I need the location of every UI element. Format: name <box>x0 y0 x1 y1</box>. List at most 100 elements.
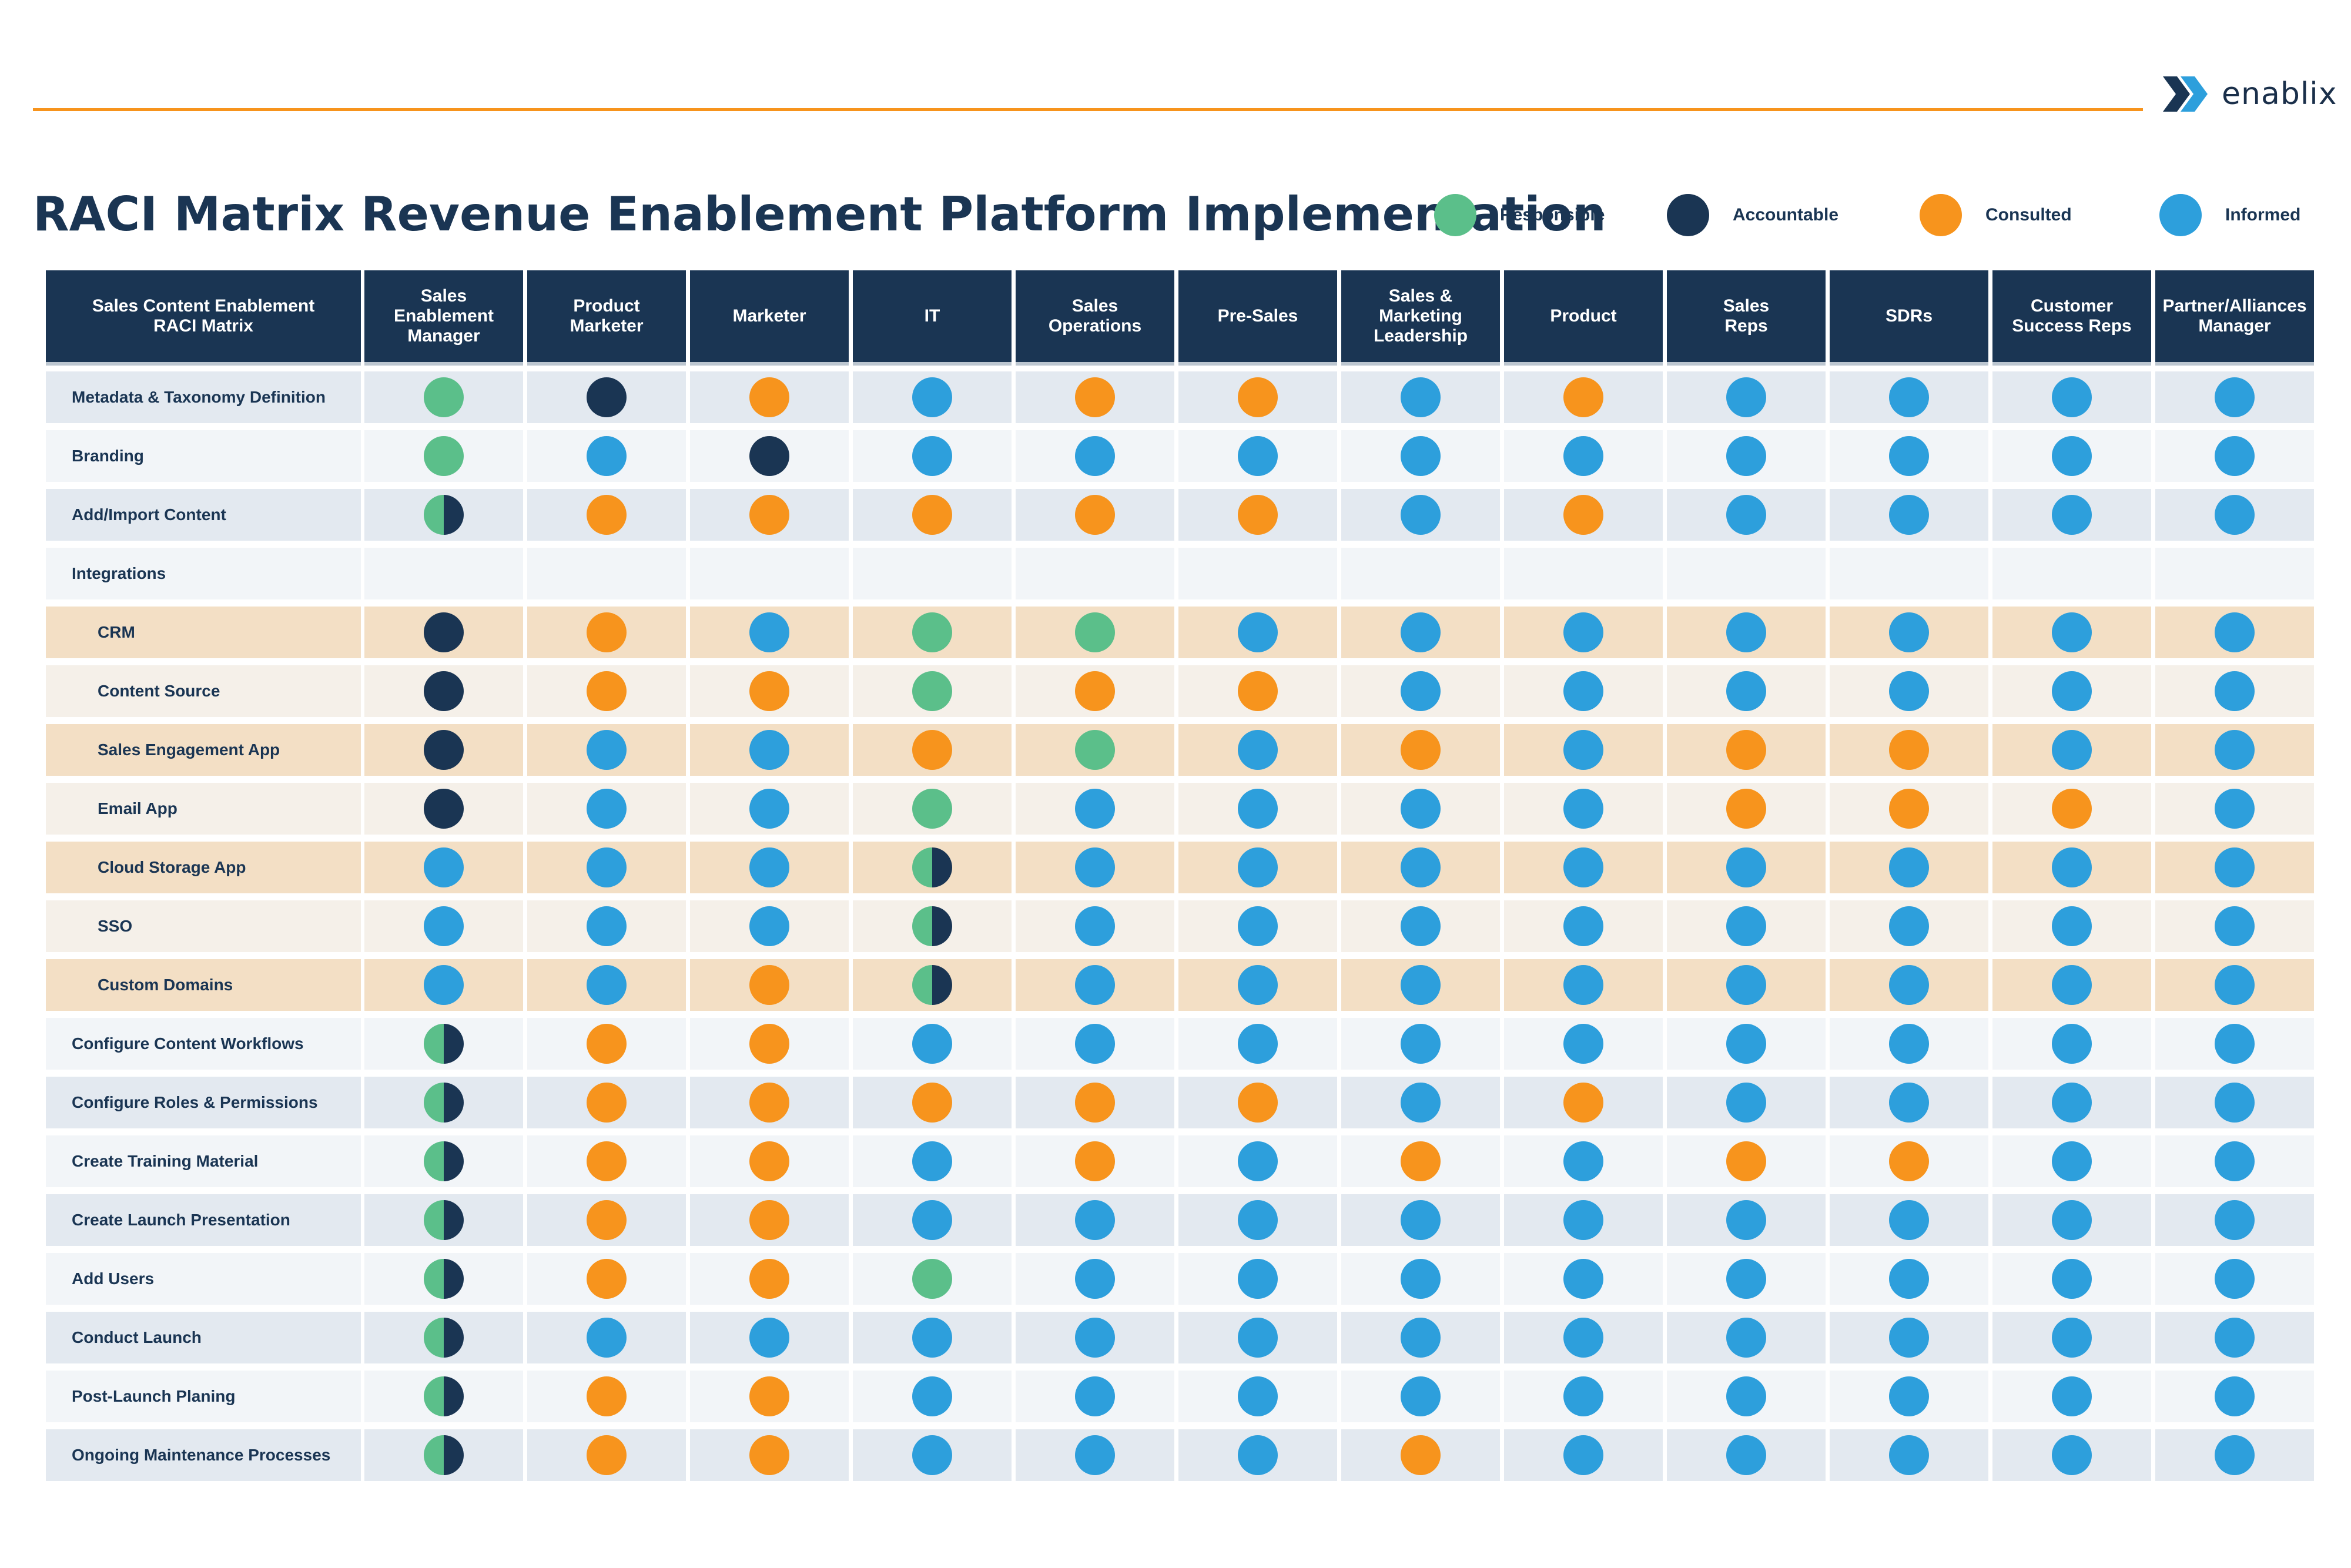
matrix-cell <box>364 607 523 658</box>
responsible-accountable-dot-icon <box>912 847 952 887</box>
matrix-cell <box>1830 842 1988 893</box>
consulted-dot-icon <box>1563 495 1603 535</box>
consulted-dot-icon <box>1563 377 1603 417</box>
legend-label: Informed <box>2225 205 2301 225</box>
column-header: Marketer <box>690 270 849 366</box>
matrix-cell <box>1016 1077 1174 1128</box>
matrix-cell <box>690 489 849 541</box>
matrix-cell <box>1504 1194 1663 1246</box>
matrix-cell <box>1178 548 1337 599</box>
column-header: Product <box>1504 270 1663 366</box>
matrix-cell <box>527 1018 686 1070</box>
informed-dot-icon <box>587 847 627 887</box>
matrix-cell <box>1504 724 1663 776</box>
matrix-cell <box>2155 1312 2314 1363</box>
informed-dot-icon <box>587 789 627 829</box>
matrix-cell <box>1504 548 1663 599</box>
informed-dot-icon <box>2052 495 2092 535</box>
informed-dot-icon <box>1563 1376 1603 1416</box>
legend-item-consulted: Consulted <box>1920 193 2072 237</box>
informed-dot-icon <box>2215 377 2255 417</box>
column-header: Product Marketer <box>527 270 686 366</box>
informed-dot-icon <box>424 847 464 887</box>
matrix-cell <box>853 1135 1012 1187</box>
task-label: Create Training Material <box>46 1135 361 1187</box>
matrix-cell <box>853 900 1012 952</box>
matrix-cell <box>853 1194 1012 1246</box>
matrix-cell <box>2155 1429 2314 1481</box>
informed-dot-icon <box>1075 906 1115 946</box>
matrix-cell <box>364 1253 523 1305</box>
matrix-cell <box>1667 430 1826 482</box>
matrix-cell <box>1504 1253 1663 1305</box>
matrix-cell <box>2155 783 2314 835</box>
informed-dot-icon <box>1075 1200 1115 1240</box>
task-label: Sales Engagement App <box>46 724 361 776</box>
informed-dot-icon <box>2215 906 2255 946</box>
table-row: Configure Content Workflows <box>46 1018 2314 1070</box>
informed-dot-icon <box>2052 436 2092 476</box>
matrix-cell <box>364 1312 523 1363</box>
legend-item-accountable: Accountable <box>1667 193 1838 237</box>
matrix-cell <box>1341 548 1500 599</box>
informed-dot-icon <box>1238 906 1278 946</box>
informed-dot-icon <box>1238 1259 1278 1299</box>
matrix-cell <box>2155 842 2314 893</box>
matrix-cell <box>2155 665 2314 717</box>
informed-dot-icon <box>2052 1376 2092 1416</box>
informed-dot-icon <box>1075 1376 1115 1416</box>
informed-dot-icon <box>1889 436 1929 476</box>
task-label: Cloud Storage App <box>46 842 361 893</box>
consulted-dot-icon <box>1563 1083 1603 1123</box>
matrix-cell <box>1504 1429 1663 1481</box>
informed-dot-icon <box>1563 789 1603 829</box>
informed-dot-icon <box>1563 847 1603 887</box>
task-label: Ongoing Maintenance Processes <box>46 1429 361 1481</box>
consulted-dot-icon <box>749 1024 789 1064</box>
informed-dot-icon <box>2215 1376 2255 1416</box>
informed-dot-icon <box>912 1024 952 1064</box>
matrix-cell <box>1504 842 1663 893</box>
column-header: Sales Enablement Manager <box>364 270 523 366</box>
matrix-cell <box>1341 900 1500 952</box>
informed-dot-icon <box>912 1318 952 1358</box>
consulted-dot-icon <box>1075 671 1115 711</box>
column-header: Customer Success Reps <box>1992 270 2151 366</box>
matrix-cell <box>1016 430 1174 482</box>
matrix-cell <box>364 371 523 423</box>
informed-dot-icon <box>1889 671 1929 711</box>
responsible-dot-icon <box>1075 730 1115 770</box>
informed-dot-icon <box>912 1200 952 1240</box>
informed-dot-icon <box>1889 1024 1929 1064</box>
task-label: Branding <box>46 430 361 482</box>
matrix-cell <box>1341 959 1500 1011</box>
informed-dot-icon <box>749 730 789 770</box>
matrix-cell <box>364 959 523 1011</box>
matrix-cell <box>364 430 523 482</box>
matrix-cell <box>1016 842 1174 893</box>
matrix-cell <box>364 1194 523 1246</box>
task-label: Configure Content Workflows <box>46 1018 361 1070</box>
informed-dot-icon <box>1075 1259 1115 1299</box>
matrix-cell <box>1667 1253 1826 1305</box>
table-row: Configure Roles & Permissions <box>46 1077 2314 1128</box>
table-row: Metadata & Taxonomy Definition <box>46 371 2314 423</box>
table-row: Email App <box>46 783 2314 835</box>
matrix-cell <box>853 783 1012 835</box>
matrix-cell <box>1992 1135 2151 1187</box>
matrix-cell <box>2155 900 2314 952</box>
informed-dot-icon <box>2215 1200 2255 1240</box>
matrix-cell <box>853 1312 1012 1363</box>
responsible-dot-icon <box>912 789 952 829</box>
matrix-cell <box>364 1371 523 1422</box>
informed-dot-icon <box>1238 965 1278 1005</box>
matrix-cell <box>527 1077 686 1128</box>
matrix-cell <box>690 1429 849 1481</box>
informed-dot-icon <box>1238 730 1278 770</box>
consulted-dot-icon <box>1726 730 1766 770</box>
matrix-cell <box>853 724 1012 776</box>
matrix-cell <box>527 665 686 717</box>
informed-dot-icon <box>587 730 627 770</box>
matrix-cell <box>1667 842 1826 893</box>
informed-dot-icon <box>2215 1259 2255 1299</box>
